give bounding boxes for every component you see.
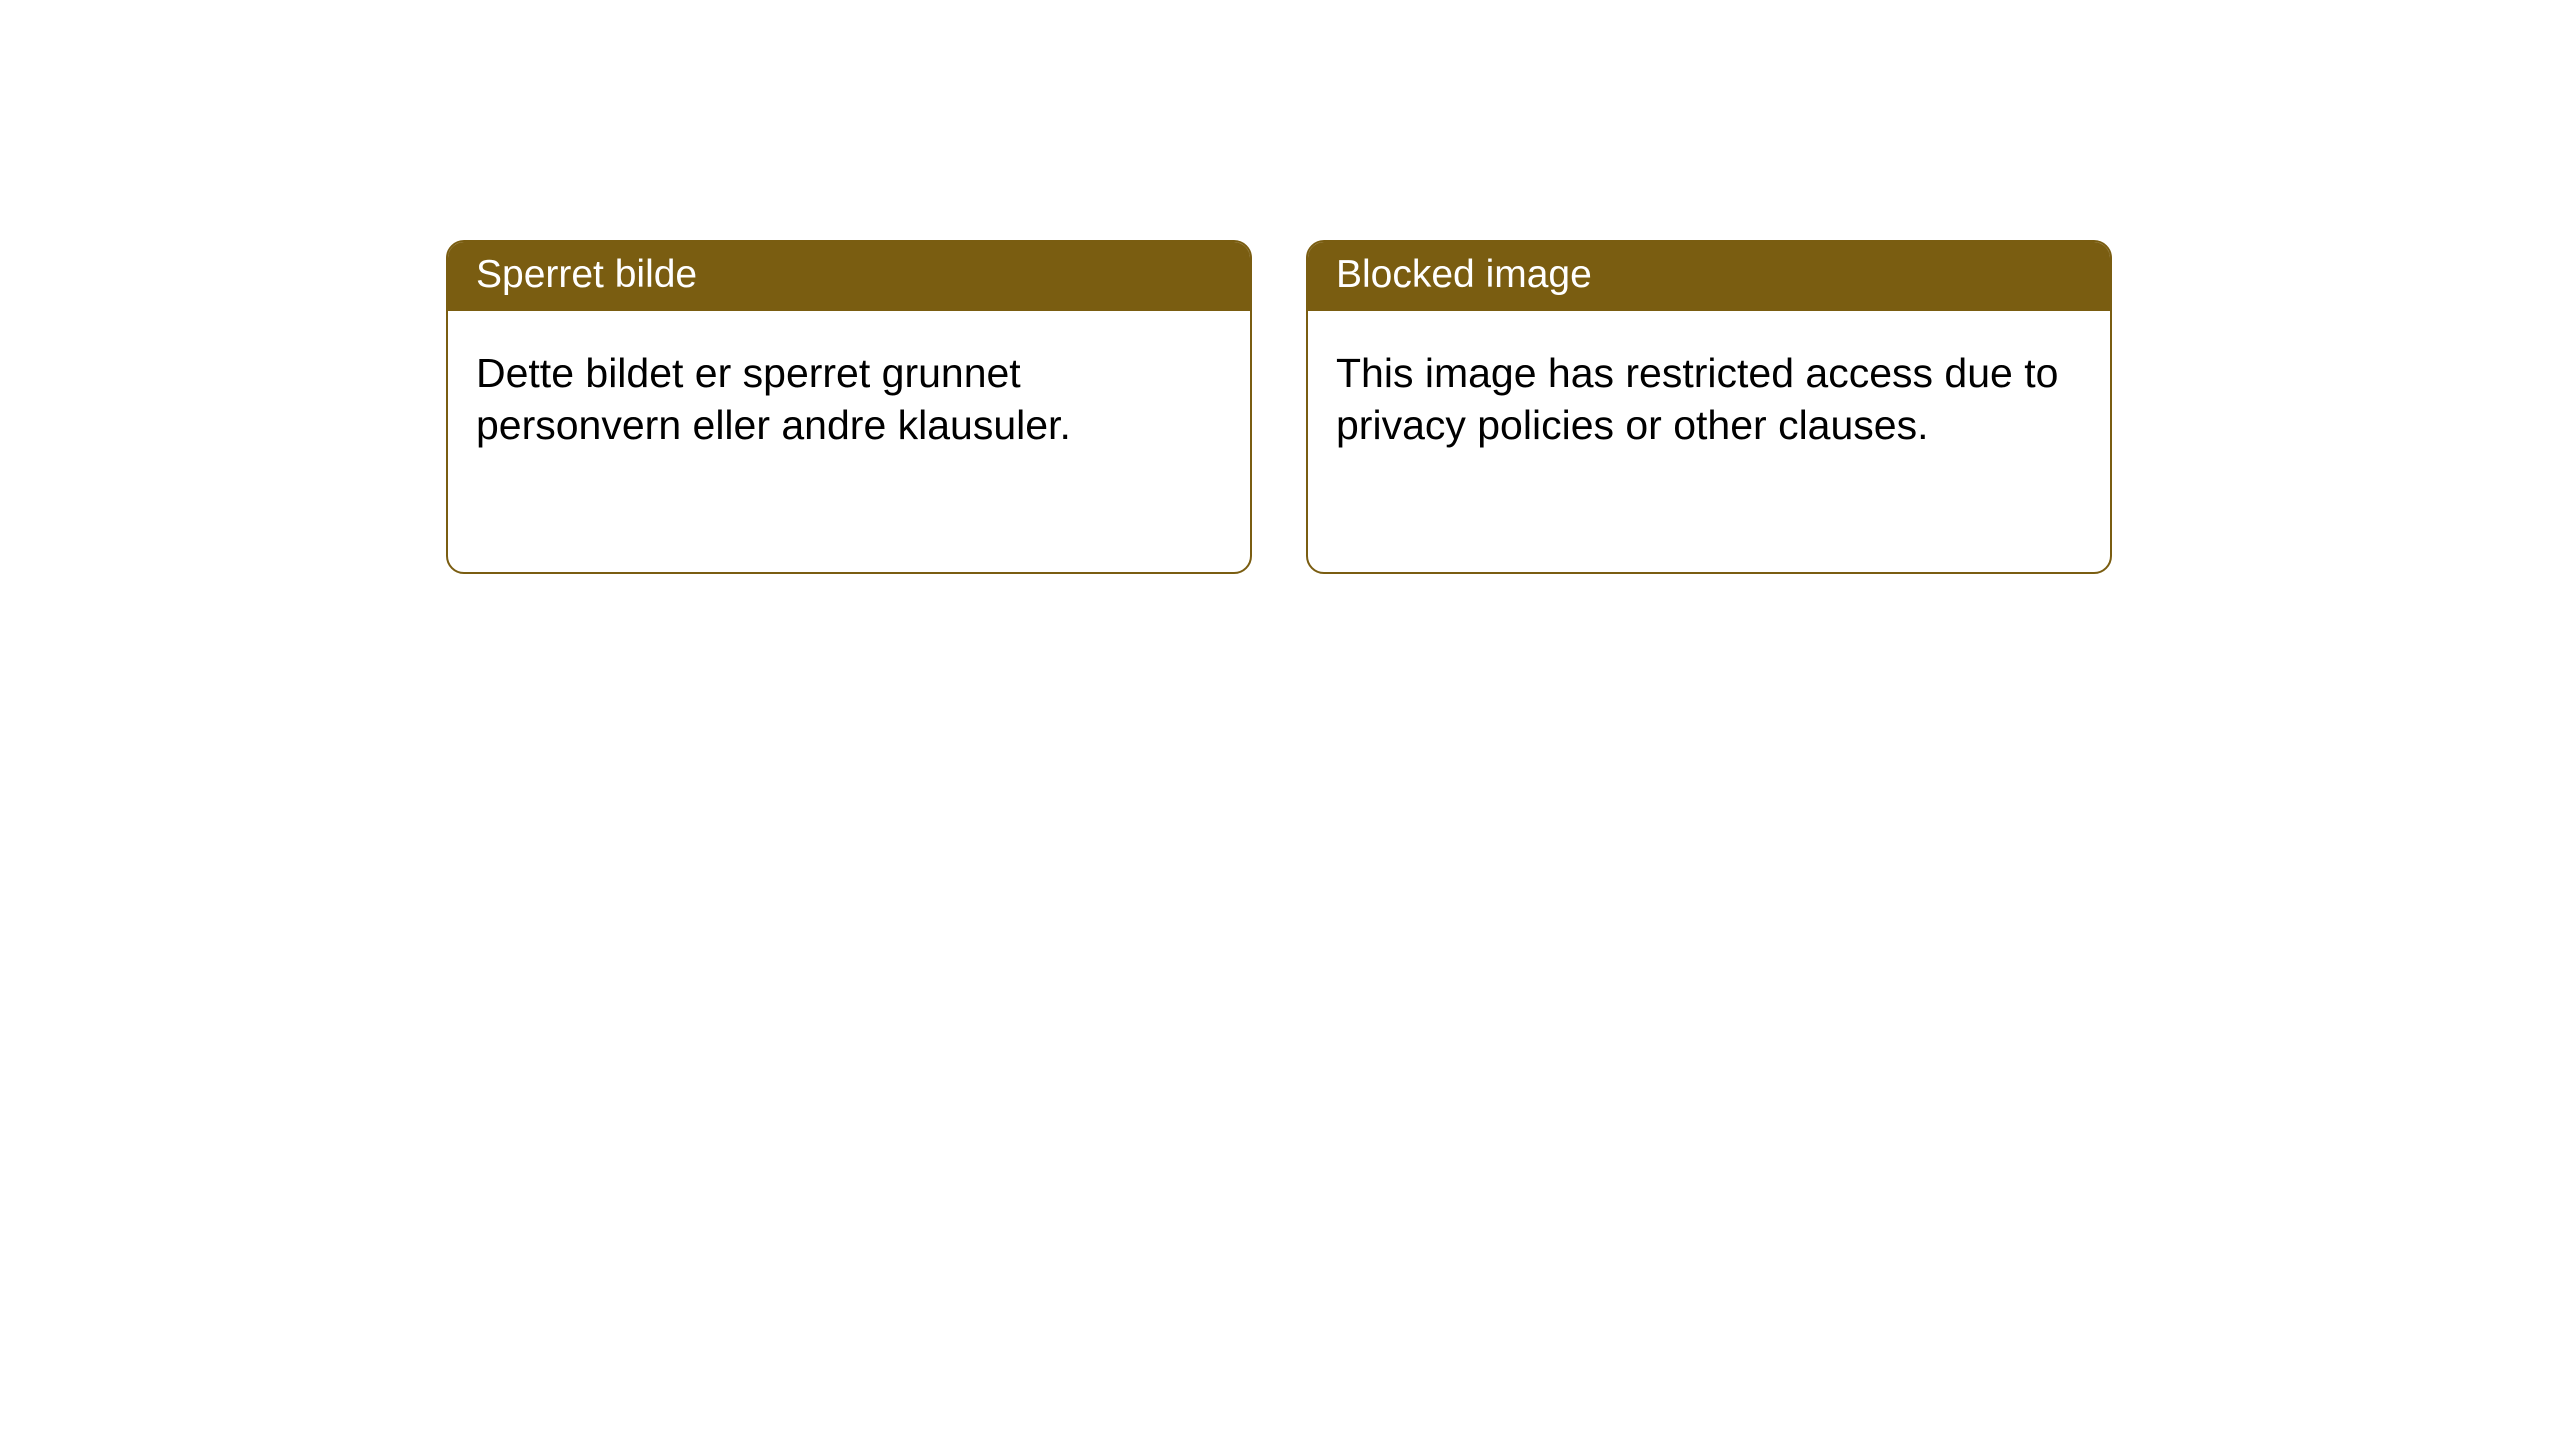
blocked-image-card-no: Sperret bilde Dette bildet er sperret gr… xyxy=(446,240,1252,574)
cards-container: Sperret bilde Dette bildet er sperret gr… xyxy=(0,0,2560,574)
blocked-image-card-en: Blocked image This image has restricted … xyxy=(1306,240,2112,574)
card-header: Blocked image xyxy=(1308,242,2110,311)
card-body: Dette bildet er sperret grunnet personve… xyxy=(448,311,1250,480)
card-header: Sperret bilde xyxy=(448,242,1250,311)
card-body: This image has restricted access due to … xyxy=(1308,311,2110,480)
